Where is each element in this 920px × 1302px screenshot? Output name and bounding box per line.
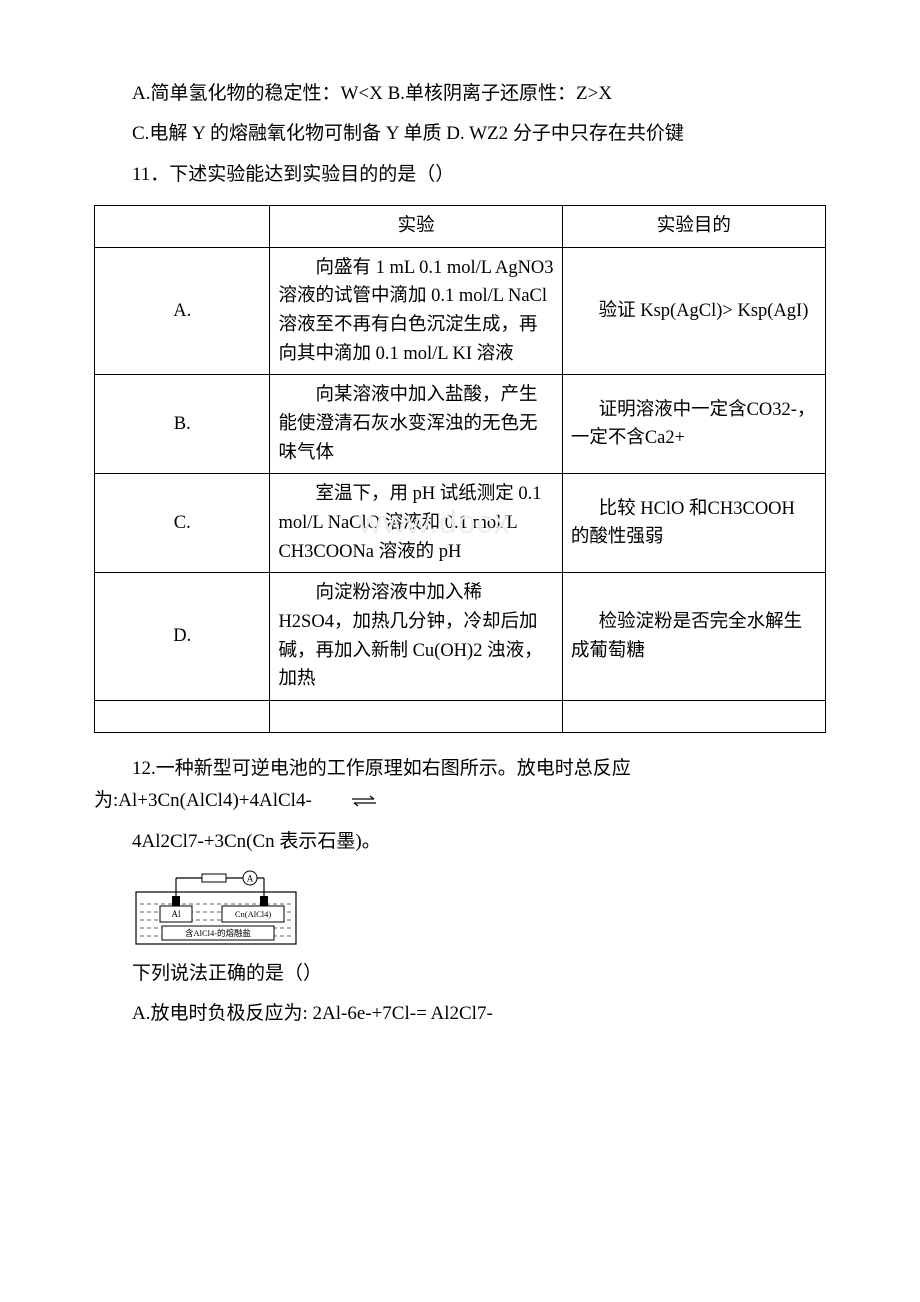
q10-option-line-cd: C.电解 Y 的熔融氧化物可制备 Y 单质 D. WZ2 分子中只存在共价键 <box>94 118 826 150</box>
q10-option-line-ab: A.简单氢化物的稳定性：W<X B.单核阴离子还原性：Z>X <box>94 78 826 110</box>
q12-option-a: A.放电时负极反应为: 2Al-6e-+7Cl-= Al2Cl7- <box>94 998 826 1030</box>
table-empty-row <box>95 700 826 732</box>
table-header-goal: 实验目的 <box>562 205 825 247</box>
row-a-label: A. <box>95 247 270 375</box>
q12-ask: 下列说法正确的是（） <box>94 958 826 990</box>
empty-cell <box>562 700 825 732</box>
q12-stem-line2: 4Al2Cl7-+3Cn(Cn 表示石墨)。 <box>94 826 826 858</box>
q12-circuit-diagram: A Al Cn(AlCl4) 含AlCl4-的熔融盐 <box>132 868 300 948</box>
q11-table: 实验 实验目的 A. 向盛有 1 mL 0.1 mol/L AgNO3 溶液的试… <box>94 205 826 733</box>
electrolyte-label: 含AlCl4-的熔融盐 <box>185 928 252 938</box>
row-b-experiment: 向某溶液中加入盐酸，产生能使澄清石灰水变浑浊的无色无味气体 <box>270 375 562 474</box>
row-d-label: D. <box>95 573 270 701</box>
table-row: B. 向某溶液中加入盐酸，产生能使澄清石灰水变浑浊的无色无味气体 证明溶液中一定… <box>95 375 826 474</box>
table-row: D. 向淀粉溶液中加入稀 H2SO4，加热几分钟，冷却后加碱，再加入新制 Cu(… <box>95 573 826 701</box>
row-b-label: B. <box>95 375 270 474</box>
row-a-experiment: 向盛有 1 mL 0.1 mol/L AgNO3 溶液的试管中滴加 0.1 mo… <box>270 247 562 375</box>
row-c-goal: 比较 HClO 和CH3COOH 的酸性强弱 <box>562 474 825 573</box>
row-c-experiment: 室温下，用 pH 试纸测定 0.1 mol/L NaClO 溶液和 0.1 mo… <box>278 484 541 561</box>
table-header-row: 实验 实验目的 <box>95 205 826 247</box>
row-c-label: C. <box>95 474 270 573</box>
table-header-blank <box>95 205 270 247</box>
table-header-experiment: 实验 <box>270 205 562 247</box>
right-electrode-label: Cn(AlCl4) <box>235 909 272 919</box>
row-b-goal: 证明溶液中一定含CO32-，一定不含Ca2+ <box>562 375 825 474</box>
table-row: C. www.docx 室温下，用 pH 试纸测定 0.1 mol/L NaCl… <box>95 474 826 573</box>
empty-cell <box>95 700 270 732</box>
q12-stem-line1: 12.一种新型可逆电池的工作原理如右图所示。放电时总反应为:Al+3Cn(AlC… <box>94 753 826 818</box>
table-row: A. 向盛有 1 mL 0.1 mol/L AgNO3 溶液的试管中滴加 0.1… <box>95 247 826 375</box>
row-d-experiment: 向淀粉溶液中加入稀 H2SO4，加热几分钟，冷却后加碱，再加入新制 Cu(OH)… <box>270 573 562 701</box>
empty-cell <box>270 700 562 732</box>
ammeter-label: A <box>247 873 254 883</box>
q11-stem: 11．下述实验能达到实验目的的是（） <box>94 159 826 191</box>
row-c-experiment-cell: www.docx 室温下，用 pH 试纸测定 0.1 mol/L NaClO 溶… <box>270 474 562 573</box>
left-electrode-label: Al <box>172 909 181 919</box>
equilibrium-arrow-icon <box>312 793 378 812</box>
row-a-goal: 验证 Ksp(AgCl)> Ksp(AgI) <box>562 247 825 375</box>
row-d-goal: 检验淀粉是否完全水解生成葡萄糖 <box>562 573 825 701</box>
